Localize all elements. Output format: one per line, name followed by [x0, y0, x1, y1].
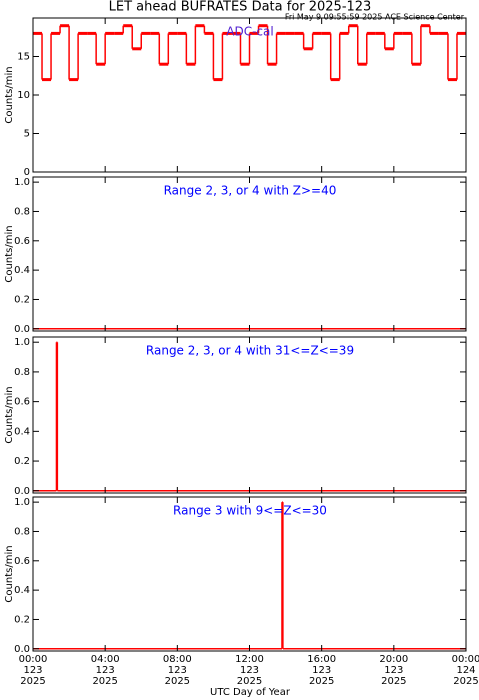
- x-tick-label: 04:00: [91, 654, 120, 665]
- y-tick-label: 0.0: [14, 644, 30, 655]
- y-tick-label: 0.0: [14, 324, 30, 335]
- x-tick-label: 12:00: [235, 654, 264, 665]
- y-tick-label: 0.2: [14, 294, 30, 305]
- y-tick-label: 15: [17, 52, 30, 63]
- panel-annotation: ADC-cal: [226, 25, 273, 39]
- x-tick-label: 123: [312, 665, 331, 676]
- x-tick-label: 08:00: [163, 654, 192, 665]
- y-axis-label: Counts/min: [4, 225, 15, 282]
- x-tick-label: 123: [384, 665, 403, 676]
- panel-annotation: Range 2, 3, or 4 with 31<=Z<=39: [146, 344, 354, 358]
- x-tick-label: 123: [240, 665, 259, 676]
- x-tick-label: 00:00: [452, 654, 479, 665]
- x-tick-label: 2025: [92, 676, 117, 687]
- x-tick-label: 2025: [237, 676, 262, 687]
- x-tick-label: 123: [23, 665, 42, 676]
- y-tick-label: 0.4: [14, 265, 30, 276]
- x-tick-label: 2025: [165, 676, 190, 687]
- timestamp: Fri May 9 09:55:59 2025 ACE Science Cent…: [285, 13, 465, 22]
- x-tick-label: 2025: [20, 676, 45, 687]
- x-tick-label: 2025: [381, 676, 406, 687]
- chart-title: LET ahead BUFRATES Data for 2025-123: [109, 0, 372, 15]
- y-tick-label: 1.0: [14, 177, 30, 188]
- y-tick-label: 0.8: [14, 206, 30, 217]
- y-tick-label: 0: [24, 167, 30, 178]
- x-tick-label: 00:00: [19, 654, 48, 665]
- y-tick-label: 5: [24, 129, 30, 140]
- plot-frame: [32, 176, 467, 332]
- plot-frame: [32, 336, 467, 494]
- x-tick-label: 20:00: [379, 654, 408, 665]
- y-axis-label: Counts/min: [4, 386, 15, 443]
- x-axis-label: UTC Day of Year: [210, 687, 291, 698]
- y-tick-label: 0.8: [14, 526, 30, 537]
- y-axis-label: Counts/min: [4, 545, 15, 602]
- plot-frame: [32, 496, 467, 652]
- y-tick-label: 0.2: [14, 456, 30, 467]
- panel-annotation: Range 2, 3, or 4 with Z>=40: [164, 184, 337, 198]
- y-tick-label: 1.0: [14, 337, 30, 348]
- y-tick-label: 10: [17, 90, 30, 101]
- x-tick-label: 16:00: [307, 654, 336, 665]
- x-tick-label: 2025: [309, 676, 334, 687]
- x-tick-label: 2025: [453, 676, 478, 687]
- y-tick-label: 0.6: [14, 236, 30, 247]
- y-axis-label: Counts/min: [4, 66, 15, 123]
- x-tick-label: 123: [168, 665, 187, 676]
- panel-annotation: Range 3 with 9<=Z<=30: [173, 504, 327, 518]
- y-tick-label: 0.2: [14, 614, 30, 625]
- y-tick-label: 0.8: [14, 367, 30, 378]
- y-tick-label: 0.4: [14, 426, 30, 437]
- y-tick-label: 0.6: [14, 556, 30, 567]
- y-tick-label: 1.0: [14, 497, 30, 508]
- x-tick-label: 123: [96, 665, 115, 676]
- y-tick-label: 0.6: [14, 397, 30, 408]
- y-tick-label: 0.4: [14, 585, 30, 596]
- x-tick-label: 124: [456, 665, 475, 676]
- y-tick-label: 0.0: [14, 486, 30, 497]
